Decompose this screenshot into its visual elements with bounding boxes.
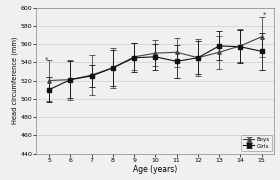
Text: *: * bbox=[44, 57, 48, 62]
X-axis label: Age (years): Age (years) bbox=[133, 165, 178, 174]
Legend: Boys, Girls: Boys, Girls bbox=[241, 135, 272, 151]
Text: *: * bbox=[263, 12, 267, 18]
Y-axis label: Head circumference (mm): Head circumference (mm) bbox=[11, 37, 18, 124]
